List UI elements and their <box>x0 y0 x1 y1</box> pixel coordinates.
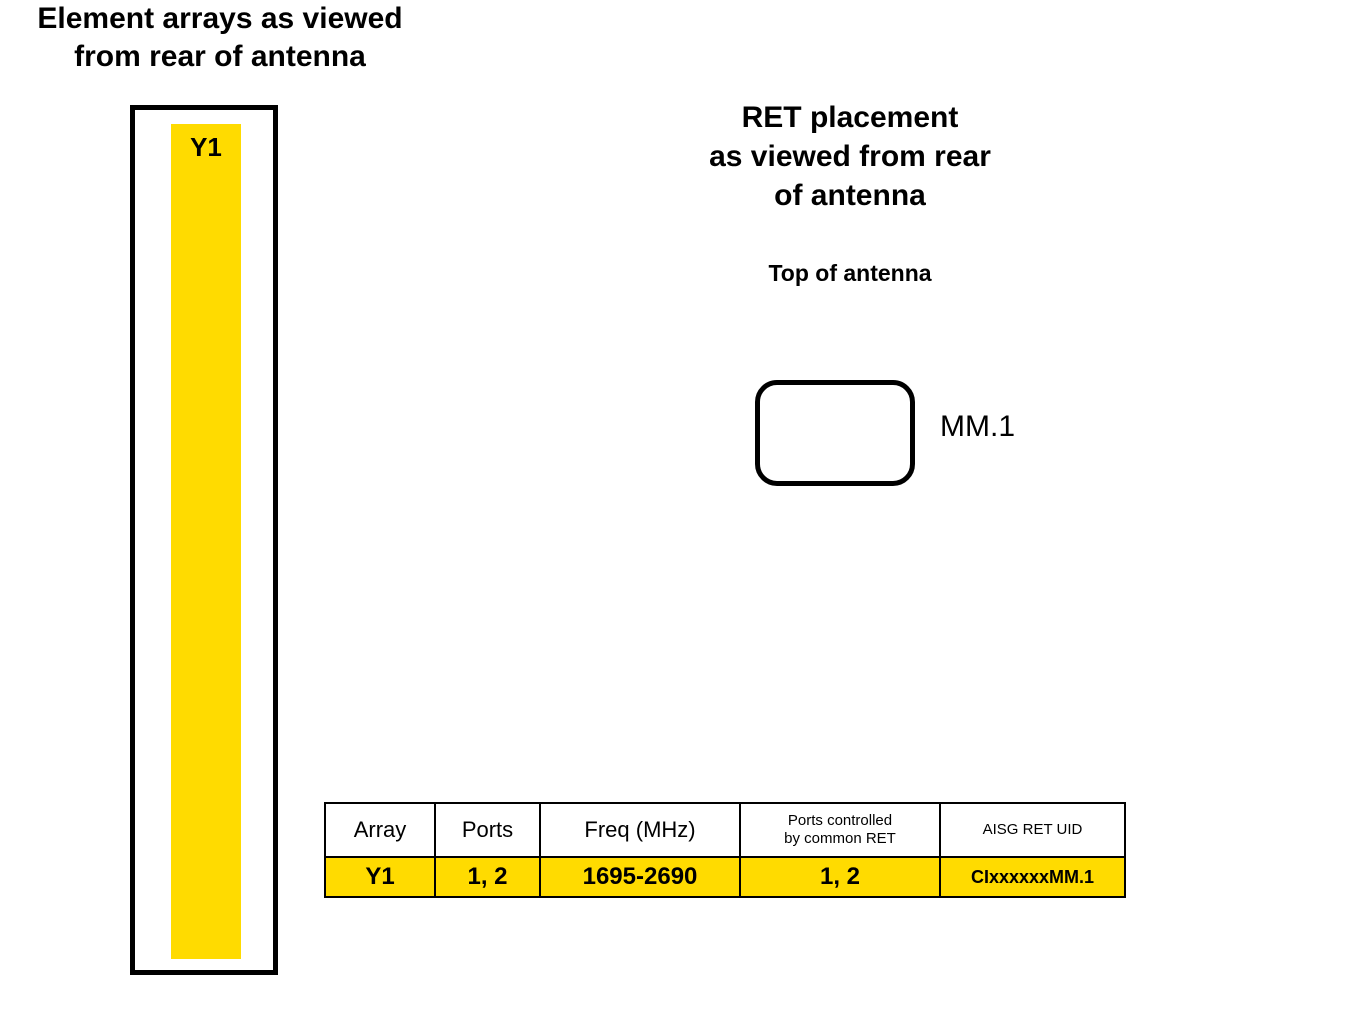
top-of-antenna-label: Top of antenna <box>550 260 1150 287</box>
table-header-row: Array Ports Freq (MHz) Ports controlled … <box>325 803 1125 857</box>
header-ports: Ports <box>435 803 540 857</box>
element-array-label: Y1 <box>190 132 222 959</box>
title-left-line1: Element arrays as viewed <box>37 2 402 35</box>
array-data-table: Array Ports Freq (MHz) Ports controlled … <box>324 802 1126 898</box>
cell-uid: CIxxxxxxMM.1 <box>940 857 1125 897</box>
cell-freq: 1695-2690 <box>540 857 740 897</box>
table-row: Y1 1, 2 1695-2690 1, 2 CIxxxxxxMM.1 <box>325 857 1125 897</box>
antenna-outline: Y1 <box>130 105 278 975</box>
cell-controlled: 1, 2 <box>740 857 940 897</box>
header-array: Array <box>325 803 435 857</box>
ret-module-box <box>755 380 915 486</box>
element-array-y1: Y1 <box>171 124 241 959</box>
cell-array: Y1 <box>325 857 435 897</box>
header-controlled: Ports controlled by common RET <box>740 803 940 857</box>
title-right-line1: RET placement <box>742 101 959 134</box>
element-arrays-title: Element arrays as viewed from rear of an… <box>0 0 440 75</box>
header-freq: Freq (MHz) <box>540 803 740 857</box>
header-uid: AISG RET UID <box>940 803 1125 857</box>
ret-placement-title: RET placement as viewed from rear of ant… <box>550 98 1150 215</box>
title-left-line2: from rear of antenna <box>74 40 366 73</box>
cell-ports: 1, 2 <box>435 857 540 897</box>
ret-module-label: MM.1 <box>940 410 1015 444</box>
title-right-line3: of antenna <box>774 179 926 212</box>
title-right-line2: as viewed from rear <box>709 140 991 173</box>
